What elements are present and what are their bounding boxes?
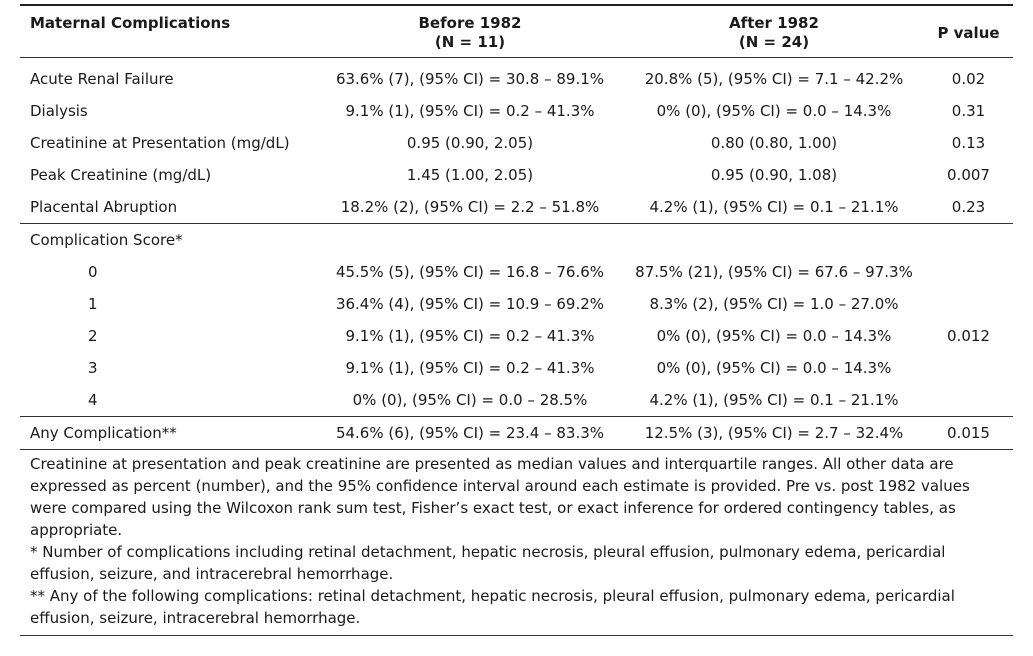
complication-score-label: Complication Score*: [30, 231, 183, 249]
cell-p-value: 0.23: [951, 198, 986, 216]
cell-p-value: 0.007: [947, 166, 990, 184]
cell-after: 12.5% (3), (95% CI) = 2.7 – 32.4%: [644, 424, 904, 442]
table-row: 3 9.1% (1), (95% CI) = 0.2 – 41.3% 0% (0…: [20, 352, 1013, 384]
cell-before: 1.45 (1.00, 2.05): [406, 166, 534, 184]
cell-after: 4.2% (1), (95% CI) = 0.1 – 21.1%: [649, 198, 899, 216]
cell-after: 0.80 (0.80, 1.00): [710, 134, 838, 152]
cell-after: 0.95 (0.90, 1.08): [710, 166, 838, 184]
cell-before: 0.95 (0.90, 2.05): [406, 134, 534, 152]
cell-before: 9.1% (1), (95% CI) = 0.2 – 41.3%: [345, 327, 595, 345]
header-before-1982: Before 1982 (N = 11): [316, 5, 624, 58]
table-container: Maternal Complications Before 1982 (N = …: [20, 4, 1013, 636]
table-row: 4 0% (0), (95% CI) = 0.0 – 28.5% 4.2% (1…: [20, 384, 1013, 417]
row-label: Creatinine at Presentation (mg/dL): [30, 134, 290, 152]
score-label: 2: [88, 327, 98, 345]
header-maternal-complications: Maternal Complications: [30, 14, 231, 32]
cell-before: 9.1% (1), (95% CI) = 0.2 – 41.3%: [345, 359, 595, 377]
table-row: Placental Abruption 18.2% (2), (95% CI) …: [20, 191, 1013, 224]
complication-score-p-value: 0.012: [947, 327, 990, 345]
cell-p-value: 0.02: [951, 70, 986, 88]
cell-before: 18.2% (2), (95% CI) = 2.2 – 51.8%: [340, 198, 600, 216]
header-before-1982-n: (N = 11): [434, 33, 506, 51]
table-row: 1 36.4% (4), (95% CI) = 10.9 – 69.2% 8.3…: [20, 288, 1013, 320]
cell-before: 36.4% (4), (95% CI) = 10.9 – 69.2%: [335, 295, 605, 313]
score-label: 1: [88, 295, 98, 313]
score-label: 3: [88, 359, 98, 377]
header-before-1982-title: Before 1982: [418, 14, 522, 32]
table-row: Creatinine at Presentation (mg/dL) 0.95 …: [20, 127, 1013, 159]
table-row: 0 45.5% (5), (95% CI) = 16.8 – 76.6% 87.…: [20, 256, 1013, 345]
cell-p-value: 0.13: [951, 134, 986, 152]
table-row: Acute Renal Failure 63.6% (7), (95% CI) …: [20, 58, 1013, 96]
row-label: Placental Abruption: [30, 198, 178, 216]
cell-before: 54.6% (6), (95% CI) = 23.4 – 83.3%: [335, 424, 605, 442]
maternal-complications-table: Maternal Complications Before 1982 (N = …: [20, 4, 1013, 450]
cell-after: 87.5% (21), (95% CI) = 67.6 – 97.3%: [635, 263, 913, 281]
header-after-1982-n: (N = 24): [738, 33, 810, 51]
cell-after: 0% (0), (95% CI) = 0.0 – 14.3%: [656, 327, 892, 345]
table-row: Dialysis 9.1% (1), (95% CI) = 0.2 – 41.3…: [20, 95, 1013, 127]
cell-before: 0% (0), (95% CI) = 0.0 – 28.5%: [352, 391, 588, 409]
cell-p-value: 0.31: [951, 102, 986, 120]
cell-after: 0% (0), (95% CI) = 0.0 – 14.3%: [656, 359, 892, 377]
footnote-main: Creatinine at presentation and peak crea…: [30, 455, 970, 539]
header-after-1982: After 1982 (N = 24): [624, 5, 924, 58]
row-label: Dialysis: [30, 102, 88, 120]
cell-before: 63.6% (7), (95% CI) = 30.8 – 89.1%: [335, 70, 605, 88]
score-label: 0: [88, 263, 98, 281]
cell-after: 20.8% (5), (95% CI) = 7.1 – 42.2%: [644, 70, 904, 88]
footnote-double-asterisk: ** Any of the following complications: r…: [30, 587, 955, 627]
table-row: 2 9.1% (1), (95% CI) = 0.2 – 41.3% 0% (0…: [20, 320, 1013, 352]
table-row: Peak Creatinine (mg/dL) 1.45 (1.00, 2.05…: [20, 159, 1013, 191]
row-label: Acute Renal Failure: [30, 70, 174, 88]
cell-after: 0% (0), (95% CI) = 0.0 – 14.3%: [656, 102, 892, 120]
cell-p-value: 0.015: [947, 424, 990, 442]
row-label: Any Complication**: [30, 424, 177, 442]
any-complication-row: Any Complication** 54.6% (6), (95% CI) =…: [20, 416, 1013, 450]
score-label: 4: [88, 391, 98, 409]
header-p-value: P value: [937, 23, 1000, 42]
header-after-1982-title: After 1982: [729, 14, 819, 32]
footnote-single-asterisk: * Number of complications including reti…: [30, 543, 946, 583]
table-header-row: Maternal Complications Before 1982 (N = …: [20, 5, 1013, 58]
cell-after: 4.2% (1), (95% CI) = 0.1 – 21.1%: [649, 391, 899, 409]
cell-before: 45.5% (5), (95% CI) = 16.8 – 76.6%: [335, 263, 605, 281]
cell-before: 9.1% (1), (95% CI) = 0.2 – 41.3%: [345, 102, 595, 120]
table-footnotes: Creatinine at presentation and peak crea…: [20, 450, 1013, 636]
cell-after: 8.3% (2), (95% CI) = 1.0 – 27.0%: [649, 295, 899, 313]
complication-score-header-row: Complication Score*: [20, 223, 1013, 257]
row-label: Peak Creatinine (mg/dL): [30, 166, 212, 184]
